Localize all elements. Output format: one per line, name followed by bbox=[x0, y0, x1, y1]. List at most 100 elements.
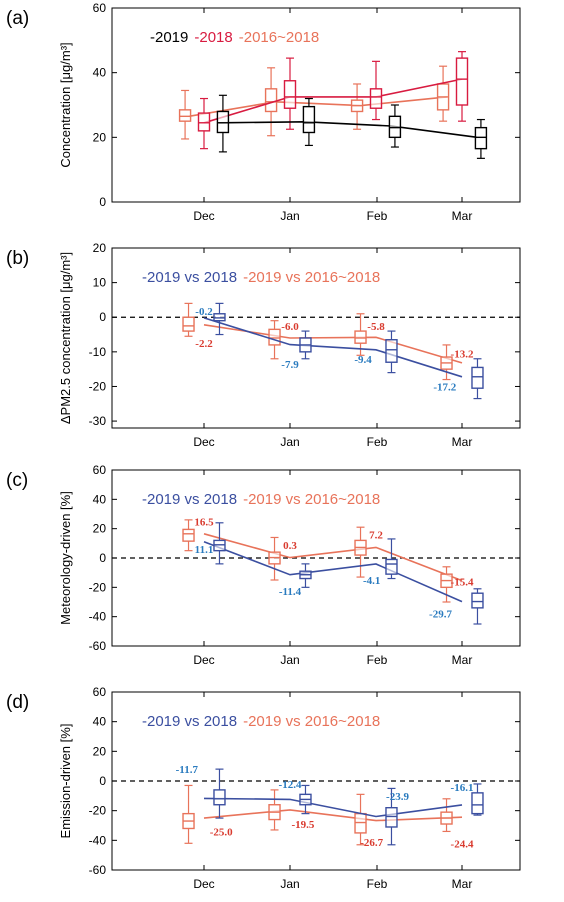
box-plot bbox=[182, 302, 195, 337]
y-tick-label: -20 bbox=[89, 379, 107, 393]
x-tick-label: Jan bbox=[280, 653, 299, 667]
box-plot bbox=[471, 783, 484, 816]
y-tick-label: 60 bbox=[93, 685, 107, 699]
y-tick-label: 0 bbox=[99, 195, 106, 209]
box-plot bbox=[299, 563, 312, 588]
box-iqr bbox=[182, 316, 195, 332]
legend-entry: -2018 bbox=[194, 29, 232, 46]
box-plot bbox=[182, 784, 195, 844]
data-label: 11.1 bbox=[195, 544, 214, 556]
box-iqr bbox=[182, 528, 195, 542]
x-tick-label: Mar bbox=[452, 653, 473, 667]
chart-panel-1: (a) 0 20 40 60 Dec Jan Feb Mar Concentration [μg/… bbox=[6, 1, 521, 223]
y-tick-label: -40 bbox=[89, 833, 107, 847]
x-tick-label: Jan bbox=[280, 877, 299, 891]
x-tick-label: Mar bbox=[452, 435, 473, 449]
panel-label: (d) bbox=[6, 692, 29, 713]
data-label: -11.7 bbox=[176, 764, 199, 776]
plot-frame bbox=[111, 7, 521, 203]
panel-label: (a) bbox=[6, 8, 29, 29]
x-tick-label: Dec bbox=[193, 435, 214, 449]
box-plot bbox=[385, 787, 398, 846]
box-iqr bbox=[471, 592, 484, 609]
y-axis-label: ΔPM2.5 concentration [μg/m³] bbox=[58, 252, 73, 424]
box-plot bbox=[213, 768, 226, 819]
y-axis-label: Concentration [μg/m³] bbox=[58, 42, 73, 167]
box-iqr bbox=[385, 807, 398, 828]
x-tick-label: Mar bbox=[452, 209, 473, 223]
series-line bbox=[219, 120, 478, 139]
box-iqr bbox=[354, 330, 367, 344]
series-1 bbox=[182, 784, 463, 846]
series-line bbox=[203, 809, 463, 822]
box-plot bbox=[385, 538, 398, 580]
data-label: -11.4 bbox=[279, 586, 302, 598]
box-plot bbox=[440, 798, 453, 833]
y-tick-label: 20 bbox=[93, 744, 107, 758]
legend-entry: -2016~2018 bbox=[239, 29, 320, 46]
panel-label: (c) bbox=[6, 470, 28, 491]
data-label: -0.2 bbox=[195, 306, 213, 318]
x-tick-label: Mar bbox=[452, 877, 473, 891]
series-1 bbox=[182, 519, 463, 603]
series-line bbox=[203, 317, 463, 378]
x-tick-label: Dec bbox=[193, 653, 214, 667]
y-tick-label: 20 bbox=[93, 522, 107, 536]
legend-entry: -2019 vs 2018 bbox=[142, 491, 237, 508]
box-plot bbox=[268, 320, 281, 360]
y-tick-label: -40 bbox=[89, 610, 107, 624]
y-tick-label: 40 bbox=[93, 66, 107, 80]
box-plot bbox=[264, 67, 278, 137]
data-label: -7.9 bbox=[281, 359, 299, 371]
box-iqr bbox=[178, 109, 192, 122]
y-tick-label: -10 bbox=[89, 345, 107, 359]
chart-panel-4: (d) -60 -40 -20 0 20 40 60 Dec Jan Feb Mar Emission-… bbox=[6, 685, 521, 891]
y-tick-label: 40 bbox=[93, 715, 107, 729]
box-iqr bbox=[369, 88, 383, 109]
data-label: -12.4 bbox=[279, 779, 302, 791]
data-label: 16.5 bbox=[194, 516, 214, 528]
x-tick-label: Jan bbox=[280, 435, 299, 449]
data-label: -19.5 bbox=[291, 819, 314, 831]
legend-entry: -2019 vs 2018 bbox=[142, 713, 237, 730]
box-iqr bbox=[197, 112, 211, 132]
series-2 bbox=[203, 522, 484, 625]
box-plot bbox=[178, 89, 192, 140]
plot-frame bbox=[111, 247, 521, 429]
data-label: -17.2 bbox=[433, 381, 456, 393]
y-tick-label: 60 bbox=[93, 463, 107, 477]
x-tick-label: Feb bbox=[367, 653, 388, 667]
data-label: 7.2 bbox=[369, 530, 383, 542]
series-line bbox=[203, 540, 463, 603]
series-line bbox=[188, 96, 447, 118]
data-label: -29.7 bbox=[429, 609, 452, 621]
data-label: -2.2 bbox=[195, 338, 213, 350]
box-iqr bbox=[302, 105, 316, 134]
y-axis-label: Meteorology-driven [%] bbox=[58, 491, 73, 625]
series-2 bbox=[203, 302, 484, 400]
box-plot bbox=[299, 784, 312, 815]
box-iqr bbox=[385, 339, 398, 363]
x-tick-label: Feb bbox=[367, 209, 388, 223]
x-tick-label: Dec bbox=[193, 877, 214, 891]
box-plot bbox=[268, 536, 281, 581]
series-line bbox=[203, 533, 463, 582]
panel-label: (b) bbox=[6, 248, 29, 269]
box-plot bbox=[182, 519, 195, 552]
box-plot bbox=[471, 358, 484, 400]
box-plot bbox=[440, 344, 453, 381]
box-iqr bbox=[216, 110, 230, 134]
box-plot bbox=[354, 526, 367, 578]
box-plot bbox=[216, 94, 230, 153]
box-iqr bbox=[385, 558, 398, 575]
box-plot bbox=[350, 83, 364, 130]
y-tick-label: 0 bbox=[99, 774, 106, 788]
box-plot bbox=[213, 522, 226, 565]
box-plot bbox=[474, 118, 488, 159]
series-3 bbox=[216, 94, 488, 159]
box-iqr bbox=[474, 126, 488, 150]
box-plot bbox=[302, 97, 316, 147]
data-label: -25.0 bbox=[210, 826, 233, 838]
data-label: -13.2 bbox=[451, 349, 474, 361]
